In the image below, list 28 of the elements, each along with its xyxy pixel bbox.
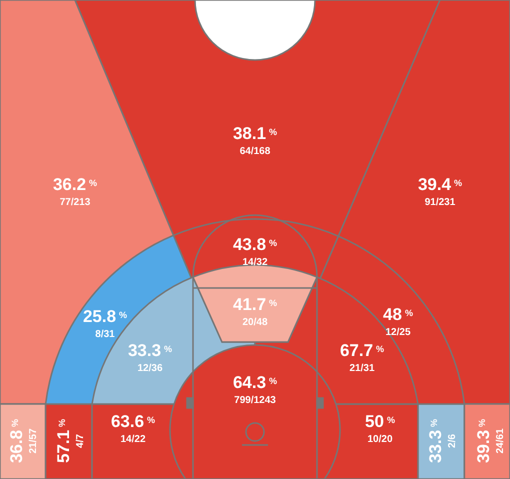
category-label: 12/25 (385, 327, 411, 338)
category-label: 4/7 (75, 434, 86, 448)
category-label: 14/32 (242, 257, 268, 268)
category-label: 77/213 (60, 197, 91, 208)
category-label: 20/48 (242, 317, 268, 328)
category-label: 2/6 (447, 434, 458, 448)
data-label: 67.7$^{%}$ (340, 341, 384, 360)
category-label: 21/31 (349, 363, 375, 374)
data-label: 64.3$^{%}$ (232, 373, 278, 392)
category-label: 64/168 (240, 146, 271, 157)
category-label: 799/1243 (234, 395, 276, 406)
data-label: 63.6$^{%}$ (110, 412, 156, 431)
data-label: 50$^{%}$ (365, 412, 395, 431)
data-label: 41.7$^{%}$ (232, 295, 278, 314)
data-label: 25.8$^{%}$ (82, 307, 128, 326)
data-label: 33.3$^{%}$ (128, 341, 172, 360)
category-label: 91/231 (424, 197, 456, 208)
category-label: 12/36 (137, 363, 163, 374)
data-label: 39.4$^{%}$ (418, 175, 462, 194)
category-label: 10/20 (367, 434, 393, 445)
data-label: 48$^{%}$ (383, 305, 413, 324)
category-label: 14/22 (120, 434, 146, 445)
data-label: 38.1$^{%}$ (232, 124, 278, 143)
category-label: 8/31 (95, 329, 116, 340)
category-label: 24/61 (495, 428, 506, 454)
data-label: 43.8$^{%}$ (232, 235, 278, 254)
data-label: 36.2$^{%}$ (52, 175, 98, 194)
category-label: 21/57 (28, 428, 39, 454)
